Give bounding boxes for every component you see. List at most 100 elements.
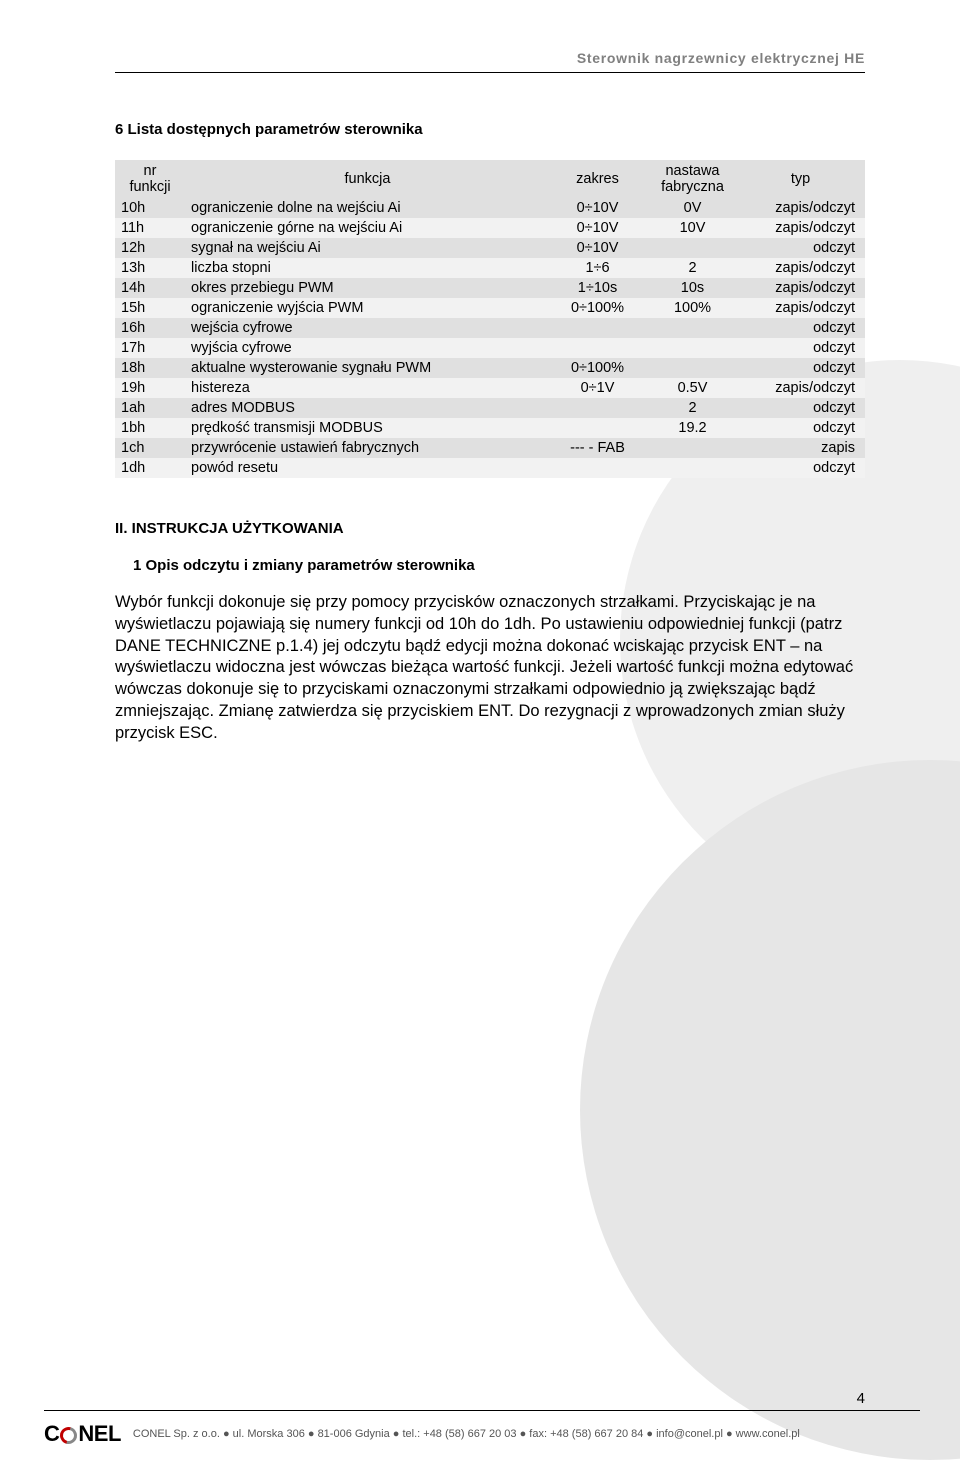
cell-nr: 15h [115,298,185,318]
cell-tp: zapis/odczyt [740,278,865,298]
cell-nr: 18h [115,358,185,378]
cell-fn: wejścia cyfrowe [185,318,550,338]
th-ns-l2: fabryczna [661,179,724,195]
logo-letters-nel: NEL [78,1421,121,1447]
table-row: 18haktualne wysterowanie sygnału PWM0÷10… [115,358,865,378]
cell-tp: zapis [740,438,865,458]
cell-fn: ograniczenie górne na wejściu Ai [185,218,550,238]
th-fn: funkcja [185,160,550,198]
page-container: Sterownik nagrzewnicy elektrycznej HE 6 … [0,0,960,1473]
footer: C NEL CONEL Sp. z o.o. ● ul. Morska 306 … [0,1410,960,1447]
table-row: 1dhpowód resetuodczyt [115,458,865,478]
cell-tp: zapis/odczyt [740,198,865,218]
parameters-table: nr funkcji funkcja zakres nastawa fabryc… [115,160,865,478]
table-row: 10hograniczenie dolne na wejściu Ai0÷10V… [115,198,865,218]
th-nr-l2: funkcji [129,179,170,195]
cell-zk: --- - FAB [550,438,645,458]
cell-ns: 10s [645,278,740,298]
cell-ns [645,438,740,458]
cell-ns [645,358,740,378]
cell-fn: ograniczenie wyjścia PWM [185,298,550,318]
th-ns-l1: nastawa [665,163,719,179]
footer-divider [44,1410,920,1411]
cell-nr: 10h [115,198,185,218]
cell-zk [550,398,645,418]
cell-nr: 1ch [115,438,185,458]
cell-zk [550,318,645,338]
conel-logo: C NEL [44,1421,121,1447]
cell-ns: 0V [645,198,740,218]
cell-nr: 13h [115,258,185,278]
cell-zk: 0÷1V [550,378,645,398]
cell-tp: zapis/odczyt [740,218,865,238]
table-row: 12hsygnał na wejściu Ai0÷10Vodczyt [115,238,865,258]
cell-ns [645,338,740,358]
cell-tp: odczyt [740,398,865,418]
cell-tp: odczyt [740,418,865,438]
th-zk: zakres [550,160,645,198]
cell-ns: 2 [645,398,740,418]
table-row: 1ahadres MODBUS2odczyt [115,398,865,418]
cell-nr: 17h [115,338,185,358]
cell-tp: odczyt [740,318,865,338]
cell-tp: odczyt [740,238,865,258]
cell-ns [645,238,740,258]
cell-ns: 100% [645,298,740,318]
cell-ns [645,458,740,478]
cell-nr: 1bh [115,418,185,438]
document-header: Sterownik nagrzewnicy elektrycznej HE [115,50,865,73]
logo-letter-c: C [44,1421,59,1447]
table-row: 14hokres przebiegu PWM1÷10s10szapis/odcz… [115,278,865,298]
table-row: 11hograniczenie górne na wejściu Ai0÷10V… [115,218,865,238]
cell-ns: 10V [645,218,740,238]
cell-zk [550,338,645,358]
cell-fn: ograniczenie dolne na wejściu Ai [185,198,550,218]
cell-zk [550,458,645,478]
cell-ns: 0.5V [645,378,740,398]
cell-nr: 14h [115,278,185,298]
table-row: 13hliczba stopni1÷62zapis/odczyt [115,258,865,278]
cell-nr: 16h [115,318,185,338]
cell-fn: prędkość transmisji MODBUS [185,418,550,438]
table-row: 19hhistereza0÷1V0.5Vzapis/odczyt [115,378,865,398]
cell-tp: odczyt [740,338,865,358]
cell-nr: 12h [115,238,185,258]
cell-zk: 1÷6 [550,258,645,278]
cell-fn: powód resetu [185,458,550,478]
cell-fn: okres przebiegu PWM [185,278,550,298]
cell-zk: 1÷10s [550,278,645,298]
cell-tp: odczyt [740,458,865,478]
cell-tp: odczyt [740,358,865,378]
table-row: 16hwejścia cyfrowe odczyt [115,318,865,338]
cell-tp: zapis/odczyt [740,378,865,398]
th-tp: typ [740,160,865,198]
cell-nr: 11h [115,218,185,238]
cell-tp: zapis/odczyt [740,298,865,318]
cell-ns: 19.2 [645,418,740,438]
cell-zk: 0÷10V [550,238,645,258]
cell-fn: przywrócenie ustawień fabrycznych [185,438,550,458]
cell-fn: wyjścia cyfrowe [185,338,550,358]
page-number: 4 [857,1390,865,1407]
cell-nr: 19h [115,378,185,398]
table-row: 1chprzywrócenie ustawień fabrycznych--- … [115,438,865,458]
section-ii-1-title: 1 Opis odczytu i zmiany parametrów stero… [133,557,865,574]
th-ns: nastawa fabryczna [645,160,740,198]
th-nr-l1: nr [144,163,157,179]
cell-ns: 2 [645,258,740,278]
logo-circle-icon [57,1423,80,1446]
footer-company-info: CONEL Sp. z o.o. ● ul. Morska 306 ● 81-0… [133,1428,920,1440]
cell-tp: zapis/odczyt [740,258,865,278]
table-row: 15hograniczenie wyjścia PWM0÷100%100%zap… [115,298,865,318]
cell-ns [645,318,740,338]
cell-zk: 0÷100% [550,358,645,378]
table-row: 1bhprędkość transmisji MODBUS 19.2odczyt [115,418,865,438]
cell-fn: histereza [185,378,550,398]
cell-zk: 0÷10V [550,198,645,218]
th-nr: nr funkcji [115,160,185,198]
cell-fn: aktualne wysterowanie sygnału PWM [185,358,550,378]
cell-nr: 1ah [115,398,185,418]
cell-zk [550,418,645,438]
section-6-title: 6 Lista dostępnych parametrów sterownika [115,121,865,138]
section-ii-title: II. INSTRUKCJA UŻYTKOWANIA [115,520,865,537]
